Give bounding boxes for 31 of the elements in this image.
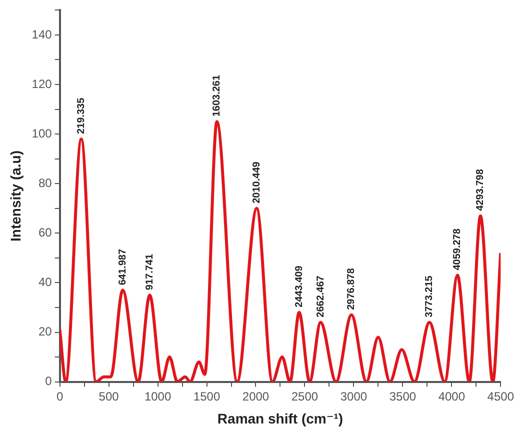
x-tick-label: 4000 (438, 389, 466, 404)
y-tick-label: 0 (45, 374, 52, 388)
annotation: 4293.798 (475, 168, 486, 211)
annotation: 641.987 (117, 248, 128, 286)
x-tick-label: 3000 (340, 389, 368, 404)
annotation: 2010.449 (251, 161, 262, 204)
x-axis-title: Raman shift (cm⁻¹) (217, 410, 344, 426)
annotation: 1603.261 (212, 74, 223, 117)
x-tick-label: 4500 (487, 389, 514, 404)
x-tick-label: 2000 (242, 389, 270, 404)
y-tick-label: 60 (38, 225, 52, 240)
annotation: 3773.215 (424, 275, 436, 318)
x-tick-label: 1500 (193, 389, 220, 404)
y-tick-label: 120 (32, 76, 52, 91)
annotation: 917.741 (144, 254, 156, 290)
y-tick-label: 80 (38, 176, 52, 190)
y-axis-title: Intensity (a.u) (7, 150, 24, 242)
y-tick-label: 40 (38, 275, 52, 290)
annotation: 4059.278 (452, 228, 464, 270)
annotation: 2443.409 (294, 265, 305, 308)
annotation: 2662.467 (315, 275, 326, 318)
y-tick-label: 100 (32, 126, 52, 140)
x-tick-label: 0 (56, 389, 64, 404)
y-tick-label: 20 (38, 324, 52, 339)
annotation: 2976.878 (346, 268, 358, 310)
x-tick-label: 2500 (291, 389, 318, 404)
annotation: 219.335 (76, 97, 88, 134)
x-tick-label: 500 (98, 389, 120, 404)
x-tick-label: 1000 (144, 389, 172, 404)
y-tick-label: 140 (32, 27, 52, 42)
x-tick-label: 3500 (389, 389, 416, 404)
